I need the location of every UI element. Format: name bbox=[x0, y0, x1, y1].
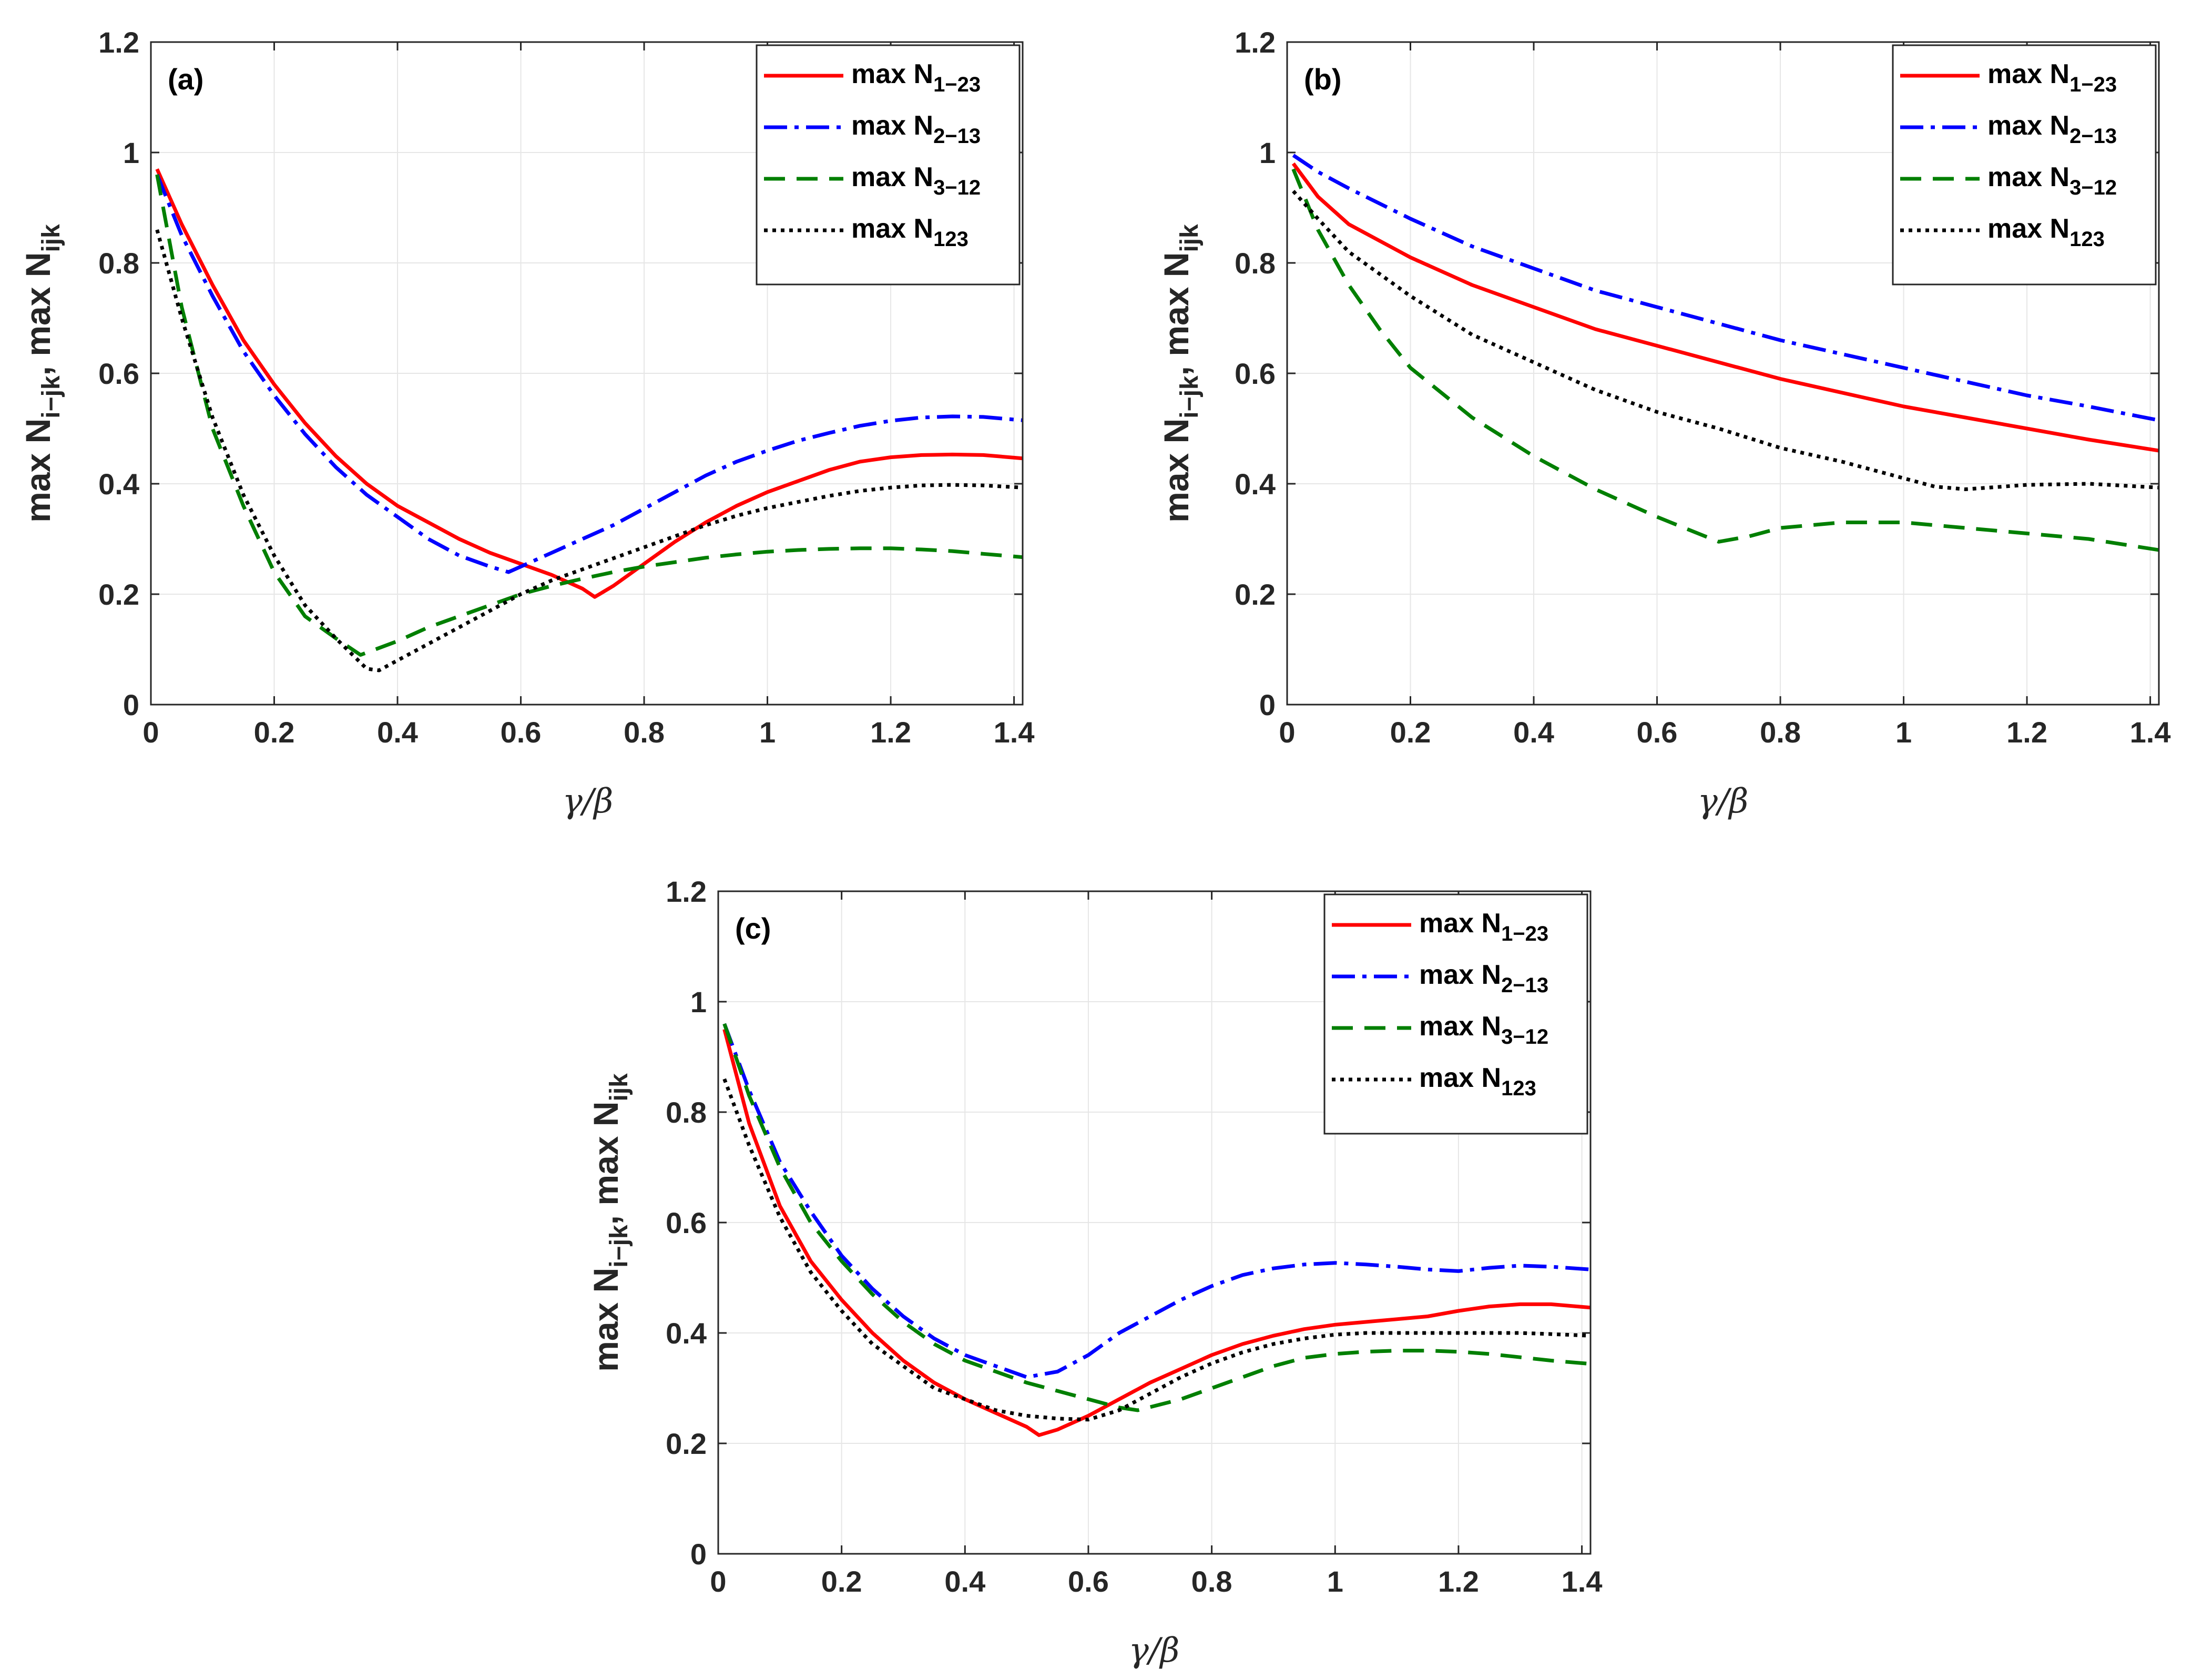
panel-a-ylabel: max Ni−jk, max Nijk bbox=[18, 224, 65, 523]
panel-b-legend-label-n2: max N2−13 bbox=[1987, 110, 2117, 148]
panel-b-ytick-label: 0.8 bbox=[1235, 247, 1276, 280]
panel-a-panel-label: (a) bbox=[168, 63, 203, 96]
panel-b-ytick-label: 1 bbox=[1259, 136, 1276, 169]
panel-a-ytick-label: 0 bbox=[123, 688, 139, 721]
panel-b-ytick-label: 0.2 bbox=[1235, 578, 1276, 611]
panel-b-legend-label-n123: max N123 bbox=[1987, 213, 2105, 251]
panel-a-xtick-label: 1.2 bbox=[870, 716, 911, 749]
panel-c-xtick-label: 1.4 bbox=[1562, 1565, 1603, 1598]
panel-b-legend-label-n1: max N1−23 bbox=[1987, 59, 2117, 96]
panel-a-axes-box bbox=[150, 41, 1024, 706]
panel-c-legend-label-n2: max N2−13 bbox=[1419, 960, 1548, 997]
panel-c-xtick-label: 0.4 bbox=[944, 1565, 985, 1598]
panel-a-legend-label-n123: max N123 bbox=[851, 213, 968, 251]
panel-c-ytick-label: 0.2 bbox=[666, 1427, 707, 1460]
panel-c-xtick-label: 1 bbox=[1327, 1565, 1343, 1598]
panel-c-ytick-label: 0 bbox=[690, 1538, 707, 1571]
panel-b-xlabel: γ/β bbox=[1698, 782, 1749, 821]
panel-b-series-n2 bbox=[1292, 154, 2159, 422]
panel-c-xtick-label: 0.6 bbox=[1068, 1565, 1109, 1598]
panel-b-series-n3 bbox=[1291, 168, 2159, 552]
panel-c-series-n3 bbox=[722, 1023, 1591, 1412]
panel-a-series-n3 bbox=[155, 174, 1023, 657]
panel-c-ytick-label: 0.8 bbox=[666, 1096, 707, 1129]
panel-b-ylabel: max Ni−jk, max Nijk bbox=[1157, 224, 1204, 523]
panel-c-ytick-label: 1.2 bbox=[666, 875, 707, 908]
panel-a-xtick-label: 0 bbox=[142, 716, 159, 749]
panel-c-ytick-label: 0.6 bbox=[666, 1206, 707, 1239]
panel-c-legend-box bbox=[1323, 893, 1588, 1135]
panel-c-panel-label: (c) bbox=[735, 912, 771, 945]
panel-a-legend-label-n1: max N1−23 bbox=[851, 59, 981, 96]
panel-a-ytick-label: 1 bbox=[123, 136, 139, 169]
panel-a-xtick-label: 1 bbox=[759, 716, 776, 749]
panel-c-legend-label-n123: max N123 bbox=[1419, 1063, 1536, 1100]
panel-c: max Ni−jk, max Nijk γ/β 0 0.2 0.4 0.6 0.8 1 1.… bbox=[586, 875, 1603, 1670]
panel-a-ytick-label: 1.2 bbox=[98, 26, 139, 59]
panel-a-legend: max N1−23 max N2−13 max N3−12 max N123 bbox=[756, 44, 1021, 286]
panel-b-xtick-label: 1.2 bbox=[2006, 716, 2047, 749]
panel-a-ytick-label: 0.4 bbox=[98, 467, 139, 501]
panel-a-ytick-label: 0.8 bbox=[98, 247, 139, 280]
panel-a-ytick-label: 0.6 bbox=[98, 357, 139, 390]
panel-c-series-n1 bbox=[722, 1029, 1591, 1437]
panel-b-xtick-label: 0.6 bbox=[1637, 716, 1678, 749]
panel-b-panel-label: (b) bbox=[1304, 63, 1342, 96]
panel-a-xlabel: γ/β bbox=[563, 782, 614, 821]
panel-a: max Ni−jk, max Nijk γ/β 0 0.2 0.4 0.6 0.8 1 1.… bbox=[18, 26, 1035, 821]
panel-c-series-n123 bbox=[722, 1078, 1591, 1422]
panel-b-ytick-label: 0.6 bbox=[1235, 357, 1276, 390]
panel-b-xtick-label: 0.8 bbox=[1760, 716, 1801, 749]
panel-b-ytick-label: 0 bbox=[1259, 688, 1276, 721]
panel-b-xtick-label: 1 bbox=[1895, 716, 1912, 749]
panel-c-series-group bbox=[722, 1023, 1591, 1437]
panel-b-ytick-label: 1.2 bbox=[1235, 26, 1276, 59]
panel-b-axes-box bbox=[1286, 41, 2160, 706]
panel-b-legend: max N1−23 max N2−13 max N3−12 max N123 bbox=[1892, 44, 2157, 286]
panel-a-series-n1 bbox=[155, 168, 1023, 599]
panel-a-xtick-label: 0.8 bbox=[624, 716, 665, 749]
panel-c-xtick-label: 0.2 bbox=[821, 1565, 862, 1598]
panel-a-xtick-label: 0.6 bbox=[501, 716, 542, 749]
panel-b-xtick-label: 0 bbox=[1279, 716, 1295, 749]
panel-a-legend-label-n2: max N2−13 bbox=[851, 110, 981, 148]
panel-c-ytick-label: 0.4 bbox=[666, 1317, 707, 1350]
panel-c-xtick-label: 1.2 bbox=[1438, 1565, 1479, 1598]
panel-c-ylabel: max Ni−jk, max Nijk bbox=[586, 1073, 633, 1372]
panel-c-legend-label-n1: max N1−23 bbox=[1419, 908, 1548, 945]
panel-b-xtick-label: 0.2 bbox=[1390, 716, 1431, 749]
panel-b-xtick-label: 1.4 bbox=[2130, 716, 2171, 749]
panel-a-legend-label-n3: max N3−12 bbox=[851, 162, 981, 199]
panel-b-legend-label-n3: max N3−12 bbox=[1987, 162, 2117, 199]
panel-b-ytick-label: 0.4 bbox=[1235, 467, 1276, 501]
panel-c-legend: max N1−23 max N2−13 max N3−12 max N123 bbox=[1323, 893, 1588, 1135]
panel-a-xtick-label: 0.2 bbox=[254, 716, 295, 749]
panel-a-series-n123 bbox=[155, 229, 1023, 673]
panel-c-xtick-label: 0.8 bbox=[1191, 1565, 1232, 1598]
panel-a-series-n2 bbox=[155, 174, 1023, 574]
panel-c-legend-label-n3: max N3−12 bbox=[1419, 1011, 1548, 1048]
panel-c-xtick-label: 0 bbox=[710, 1565, 726, 1598]
panel-a-xtick-label: 1.4 bbox=[994, 716, 1035, 749]
panel-b-xtick-label: 0.4 bbox=[1513, 716, 1554, 749]
panel-b: max Ni−jk, max Nijk γ/β 0 0.2 0.4 0.6 0.8 1 1.… bbox=[1157, 26, 2171, 821]
panel-a-xtick-label: 0.4 bbox=[377, 716, 418, 749]
panel-a-series-group bbox=[155, 168, 1023, 673]
panel-a-ytick-label: 0.2 bbox=[98, 578, 139, 611]
panel-b-series-n1 bbox=[1291, 162, 2159, 453]
panel-b-legend-box bbox=[1892, 44, 2157, 286]
panel-a-legend-box bbox=[756, 44, 1021, 286]
panel-c-axes-box bbox=[717, 890, 1592, 1555]
panel-c-ytick-label: 1 bbox=[690, 985, 707, 1019]
panel-c-xlabel: γ/β bbox=[1129, 1631, 1180, 1670]
panel-b-series-group bbox=[1291, 154, 2159, 552]
